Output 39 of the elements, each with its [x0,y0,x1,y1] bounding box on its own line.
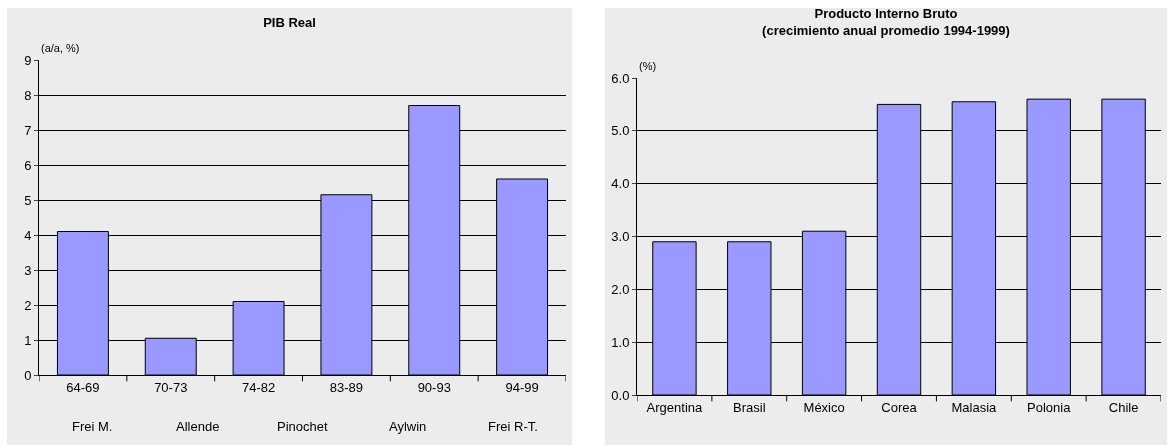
x-tick-label: 64-69 [66,379,100,395]
y-tick-label: 2.0 [611,281,630,297]
text: Frei M. [72,419,113,434]
x-tick-label: 94-99 [505,379,539,395]
y-tick-label: 5.0 [611,123,630,139]
y-axis-title: (a/a, %) [41,42,80,54]
text: Aylwin [389,419,427,434]
chart-title: Producto Interno Bruto (crecimiento anual promedio 1994-1999) [762,6,1010,38]
y-tick-label: 4 [24,227,32,243]
y-tick-label: 0.0 [611,387,630,403]
y-tick-label: 6 [24,157,32,173]
x-tick-label: México [803,399,845,415]
x-tick-label: Chile [1108,399,1139,415]
text: Pinochet [277,419,328,434]
x-tick-label: Polonia [1027,399,1072,415]
x-tick-label: 83-89 [329,379,364,395]
y-tick-label: 2 [24,297,32,313]
y-axis-title: (%) [639,60,657,72]
x-tick-label: Malasia [951,399,998,415]
x-tick-label: 70-73 [154,379,188,395]
x-tick-label: 74-82 [241,379,276,395]
text: Allende [176,419,220,434]
y-tick-label: 3.0 [611,229,630,245]
chart-title: PIB Real [263,15,316,31]
y-tick-label: 0 [24,367,32,383]
y-tick-label: 9 [24,52,32,68]
y-tick-label: 5 [24,192,32,208]
y-tick-label: 1.0 [611,334,630,350]
y-tick-label: 6.0 [611,70,630,86]
y-tick-label: 3 [24,262,32,278]
x-tick-label: Corea [881,399,918,415]
y-tick-label: 4.0 [611,176,630,192]
x-tick-label: Brasil [733,399,766,415]
text: Frei R-T. [488,419,538,434]
x-tick-label: Argentina [646,399,704,415]
x-tick-label: 90-93 [417,379,451,395]
y-tick-label: 8 [24,87,32,103]
y-tick-label: 1 [24,332,32,348]
y-tick-label: 7 [24,122,32,138]
